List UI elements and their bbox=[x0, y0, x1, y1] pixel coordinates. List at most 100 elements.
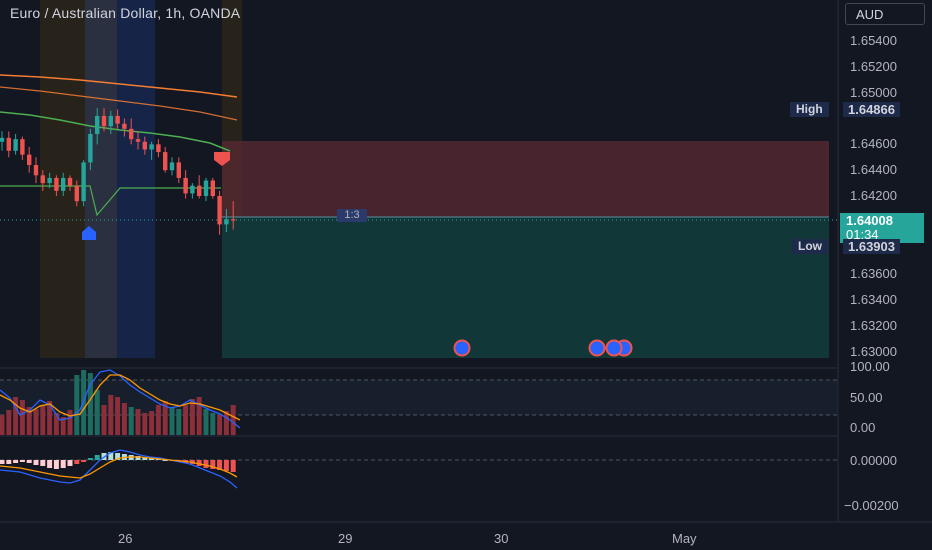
oscillator-bar bbox=[74, 375, 80, 435]
macd-axis: 0.00000 −0.00200 bbox=[844, 453, 899, 513]
symbol-title[interactable]: Euro / Australian Dollar, 1h, OANDA bbox=[10, 5, 241, 21]
oscillator-bar bbox=[19, 400, 25, 435]
low-label: Low bbox=[792, 239, 828, 254]
candle-body bbox=[27, 154, 32, 165]
macd-histogram-bar bbox=[19, 460, 25, 462]
macd-line bbox=[0, 449, 238, 489]
svg-text:26: 26 bbox=[118, 531, 132, 546]
oscillator-bar bbox=[47, 401, 53, 435]
stop-loss-zone bbox=[222, 141, 829, 217]
oscillator-bar bbox=[33, 409, 39, 435]
price-axis[interactable]: 1.65400 1.65200 1.65000 1.64600 1.64400 … bbox=[850, 33, 897, 359]
time-axis[interactable]: 26 29 30 May bbox=[118, 531, 697, 546]
oscillator-bar bbox=[67, 410, 73, 435]
oscillator-bar bbox=[149, 411, 155, 435]
oscillator-bar bbox=[94, 390, 100, 435]
economic-event-icon[interactable] bbox=[453, 339, 471, 357]
candle-body bbox=[54, 177, 59, 191]
candle-body bbox=[163, 152, 168, 171]
candle-body bbox=[176, 162, 181, 178]
svg-text:1.64200: 1.64200 bbox=[850, 188, 897, 203]
candle-body bbox=[108, 115, 113, 127]
macd-histogram-bar bbox=[33, 460, 39, 465]
sell-signal-icon[interactable] bbox=[214, 152, 230, 166]
svg-text:29: 29 bbox=[338, 531, 352, 546]
macd-histogram-bar bbox=[230, 460, 236, 472]
svg-text:50.00: 50.00 bbox=[850, 390, 883, 405]
oscillator-bar bbox=[128, 407, 134, 435]
risk-reward-label[interactable]: 1:3 bbox=[337, 209, 367, 222]
macd-histogram-bar bbox=[108, 452, 114, 460]
candle-body bbox=[197, 185, 202, 196]
macd-histogram-bar bbox=[94, 455, 100, 460]
ma-green-upper-line bbox=[0, 111, 231, 152]
oscillator-bar bbox=[87, 373, 93, 435]
oscillator-bar bbox=[40, 405, 46, 435]
svg-text:1.65200: 1.65200 bbox=[850, 59, 897, 74]
candle-body bbox=[67, 177, 73, 186]
oscillator-bar bbox=[210, 413, 216, 435]
candle-body bbox=[115, 115, 120, 124]
ema-lower-line bbox=[0, 86, 238, 121]
macd-histogram-bar bbox=[60, 460, 66, 468]
candle-body bbox=[101, 115, 107, 127]
stoch-k-line bbox=[0, 369, 241, 429]
oscillator-bar bbox=[6, 410, 12, 435]
candle-body bbox=[224, 219, 229, 225]
low-value: 1.63903 bbox=[843, 239, 900, 254]
oscillator-axis: 100.00 50.00 0.00 bbox=[850, 359, 890, 435]
oscillator-bar bbox=[108, 395, 114, 435]
candle-body bbox=[61, 177, 66, 191]
svg-text:−0.00200: −0.00200 bbox=[844, 498, 899, 513]
macd-histogram-bar bbox=[0, 460, 5, 464]
economic-event-icon[interactable] bbox=[588, 339, 633, 357]
oscillator-bar bbox=[203, 409, 209, 435]
macd-pane[interactable] bbox=[0, 449, 838, 489]
candle-body bbox=[129, 128, 134, 140]
macd-histogram-bar bbox=[155, 459, 161, 460]
oscillator-bar bbox=[142, 413, 148, 435]
oscillator-bar bbox=[217, 415, 223, 435]
buy-signal-icon[interactable] bbox=[82, 226, 96, 240]
oscillator-bar bbox=[196, 397, 202, 435]
candle-body bbox=[190, 185, 195, 194]
high-value: 1.64866 bbox=[843, 102, 900, 117]
svg-text:1.65000: 1.65000 bbox=[850, 85, 897, 100]
signal-line bbox=[0, 456, 238, 479]
oscillator-bar bbox=[135, 409, 141, 435]
candle-body bbox=[135, 139, 141, 142]
candle-body bbox=[156, 144, 161, 153]
high-label: High bbox=[790, 102, 829, 117]
macd-histogram-bar bbox=[67, 460, 73, 466]
oscillator-pane[interactable] bbox=[0, 369, 838, 435]
currency-selector-button[interactable]: AUD bbox=[845, 3, 925, 25]
oscillator-bar bbox=[183, 405, 189, 435]
macd-histogram-bar bbox=[162, 460, 168, 461]
macd-histogram-bar bbox=[6, 460, 12, 464]
oscillator-bar bbox=[115, 397, 121, 435]
candle-body bbox=[0, 137, 5, 142]
oscillator-bar bbox=[155, 405, 161, 435]
oscillator-bar bbox=[26, 407, 32, 435]
svg-text:30: 30 bbox=[494, 531, 508, 546]
macd-histogram-bar bbox=[217, 460, 223, 470]
candle-body bbox=[74, 185, 79, 202]
candle-body bbox=[20, 139, 25, 155]
svg-text:1.63600: 1.63600 bbox=[850, 266, 897, 281]
svg-text:0.00: 0.00 bbox=[850, 420, 875, 435]
candle-body bbox=[169, 162, 175, 171]
svg-text:0.00000: 0.00000 bbox=[850, 453, 897, 468]
candle-body bbox=[183, 177, 188, 194]
svg-text:1.64600: 1.64600 bbox=[850, 136, 897, 151]
oscillator-bar bbox=[223, 411, 229, 435]
svg-text:1.63400: 1.63400 bbox=[850, 292, 897, 307]
oscillator-bar bbox=[13, 397, 19, 435]
long-short-position-tool[interactable] bbox=[222, 141, 829, 358]
macd-histogram-bar bbox=[53, 460, 59, 469]
svg-text:May: May bbox=[672, 531, 697, 546]
candle-body bbox=[217, 196, 222, 225]
stoch-d-line bbox=[0, 374, 241, 421]
svg-text:1.65400: 1.65400 bbox=[850, 33, 897, 48]
oscillator-bar bbox=[176, 409, 182, 435]
